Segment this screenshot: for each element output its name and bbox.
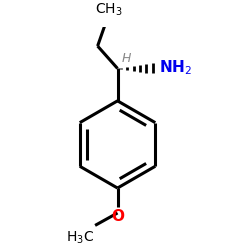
Text: O: O xyxy=(111,209,124,224)
Text: CH$_3$: CH$_3$ xyxy=(95,2,123,18)
Text: NH$_2$: NH$_2$ xyxy=(159,58,192,77)
Text: H$_3$C: H$_3$C xyxy=(66,229,94,246)
Text: H: H xyxy=(121,52,131,65)
